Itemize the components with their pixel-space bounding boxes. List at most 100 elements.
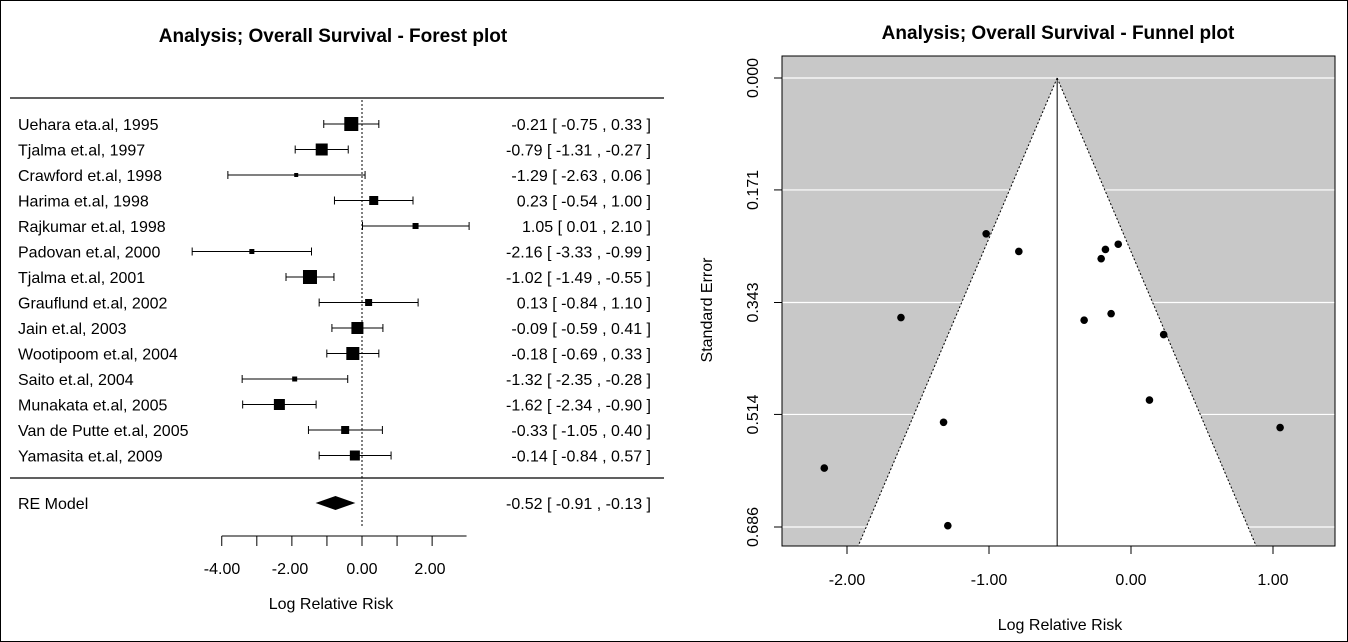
forest-point-estimate [273, 399, 285, 410]
forest-study-label: Harima et.al, 1998 [18, 194, 149, 211]
funnel-point [1107, 309, 1115, 318]
forest-study-label: Rajkumar et.al, 1998 [18, 219, 166, 236]
forest-point-estimate [346, 347, 360, 360]
forest-point-estimate [302, 270, 317, 284]
forest-plot: Analysis; Overall Survival - Forest plot… [10, 26, 664, 613]
forest-row: Uehara eta.al, 1995 -0.21 [ -0.75 , 0.33 … [18, 117, 651, 134]
forest-study-label: Jain et.al, 2003 [18, 321, 127, 338]
forest-row: Van de Putte et.al, 2005 -0.33 [ -1.05 , … [18, 423, 651, 440]
forest-title: Analysis; Overall Survival - Forest plot [159, 26, 508, 47]
funnel-point [1145, 396, 1154, 404]
forest-row: Saito et.al, 2004 -1.32 [ -2.35 , -0.28 ] [18, 372, 651, 389]
funnel-point [820, 464, 829, 472]
forest-x-label: Log Relative Risk [269, 596, 395, 613]
funnel-point [1114, 240, 1123, 249]
funnel-y-tick-label: 0.343 [745, 282, 762, 322]
forest-point-estimate [351, 322, 364, 334]
forest-point-estimate [349, 450, 360, 461]
forest-point-estimate [365, 299, 373, 306]
forest-rows: Uehara eta.al, 1995 -0.21 [ -0.75 , 0.33 … [18, 100, 651, 528]
forest-point-estimate [412, 223, 419, 229]
forest-estimate-text: -2.16 [ -3.33 , -0.99 ] [506, 245, 651, 262]
forest-point-estimate [292, 376, 298, 382]
funnel-point [897, 313, 905, 322]
forest-estimate-text: 0.13 [ -0.84 , 1.10 ] [517, 296, 651, 313]
funnel-x-tick-label: 1.00 [1257, 572, 1288, 589]
funnel-left-edge [857, 77, 1058, 547]
forest-tick-label: -4.00 [204, 561, 241, 578]
forest-summary-text: -0.52 [ -0.91 , -0.13 ] [506, 496, 651, 513]
forest-study-label: Padovan et.al, 2000 [18, 245, 160, 262]
forest-estimate-text: 1.05 [ 0.01 , 2.10 ] [522, 219, 651, 236]
funnel-x-tick-label: -2.00 [829, 572, 866, 589]
funnel-plot: Analysis; Overall Survival - Funnel plot… [699, 23, 1336, 634]
forest-row: Harima et.al, 1998 0.23 [ -0.54 , 1.00 ] [18, 194, 651, 211]
funnel-y-tick-label: 0.514 [745, 394, 762, 434]
forest-point-estimate [249, 249, 255, 254]
forest-study-label: Tjalma et.al, 1997 [18, 143, 145, 160]
funnel-y-tick-label: 0.686 [745, 507, 762, 547]
funnel-point [1097, 254, 1105, 263]
funnel-right-edge [1056, 77, 1257, 547]
forest-estimate-text: -1.02 [ -1.49 , -0.55 ] [506, 270, 651, 287]
forest-estimate-text: -0.33 [ -1.05 , 0.40 ] [511, 423, 651, 440]
funnel-y-tick-label: 0.000 [745, 58, 762, 98]
forest-point-estimate [341, 426, 350, 434]
forest-study-label: Van de Putte et.al, 2005 [18, 423, 189, 440]
forest-study-label: Munakata et.al, 2005 [18, 398, 168, 415]
funnel-plot-area: -2.00 -1.00 0.00 1.00 0.000 0.171 0.343 0.514 0.… [745, 55, 1336, 589]
forest-row: Tjalma et.al, 2001 -1.02 [ -1.49 , -0.55 … [18, 270, 651, 287]
funnel-title: Analysis; Overall Survival - Funnel plot [882, 23, 1235, 44]
forest-study-label: Crawford et.al, 1998 [18, 168, 162, 185]
funnel-x-tick-label: -1.00 [971, 572, 1008, 589]
forest-estimate-text: -1.32 [ -2.35 , -0.28 ] [506, 372, 651, 389]
forest-study-label: Yamasita et.al, 2009 [18, 449, 163, 466]
funnel-point [1080, 316, 1088, 324]
forest-point-estimate [294, 173, 299, 177]
funnel-y-label: Standard Error [699, 257, 716, 363]
forest-estimate-text: -1.29 [ -2.63 , 0.06 ] [511, 168, 651, 185]
forest-row: Yamasita et.al, 2009 -0.14 [ -0.84 , 0.57… [18, 449, 651, 466]
forest-study-label: Uehara eta.al, 1995 [18, 117, 159, 134]
forest-row: Rajkumar et.al, 1998 1.05 [ 0.01 , 2.10 ] [18, 219, 651, 236]
forest-estimate-text: -1.62 [ -2.34 , -0.90 ] [506, 398, 651, 415]
forest-x-axis: -4.00 -2.00 0.00 2.00 [204, 535, 467, 578]
forest-estimate-text: -0.09 [ -0.59 , 0.41 ] [511, 321, 651, 338]
forest-row: Crawford et.al, 1998 -1.29 [ -2.63 , 0.06… [18, 168, 651, 185]
forest-study-label: Wootipoom et.al, 2004 [18, 347, 178, 364]
funnel-point [944, 521, 952, 530]
forest-estimate-text: 0.23 [ -0.54 , 1.00 ] [517, 194, 651, 211]
forest-row: Jain et.al, 2003 -0.09 [ -0.59 , 0.41 ] [18, 321, 651, 338]
forest-estimate-text: -0.14 [ -0.84 , 0.57 ] [511, 449, 651, 466]
forest-tick-label: -2.00 [272, 561, 309, 578]
forest-estimate-text: -0.79 [ -1.31 , -0.27 ] [506, 143, 651, 160]
forest-tick-label: 0.00 [346, 561, 377, 578]
forest-study-label: Grauflund et.al, 2002 [18, 296, 168, 313]
funnel-point [1159, 330, 1168, 339]
funnel-point [982, 229, 990, 238]
forest-point-estimate [369, 196, 379, 205]
funnel-plot-border [781, 55, 1336, 547]
forest-summary-label: RE Model [18, 496, 88, 513]
forest-summary-row: RE Model -0.52 [ -0.91 , -0.13 ] [18, 496, 651, 513]
forest-point-estimate [315, 143, 328, 156]
funnel-x-label: Log Relative Risk [998, 617, 1124, 634]
forest-row: Munakata et.al, 2005 -1.62 [ -2.34 , -0.9… [18, 398, 651, 415]
funnel-point [939, 418, 948, 427]
funnel-point [1101, 245, 1110, 254]
forest-row: Wootipoom et.al, 2004 -0.18 [ -0.69 , 0.3… [18, 347, 651, 364]
forest-study-label: Tjalma et.al, 2001 [18, 270, 145, 287]
forest-estimate-text: -0.21 [ -0.75 , 0.33 ] [511, 117, 651, 134]
funnel-point [1015, 247, 1023, 256]
funnel-point [1276, 423, 1284, 432]
forest-row: Padovan et.al, 2000 -2.16 [ -3.33 , -0.99… [18, 245, 651, 262]
forest-estimate-text: -0.18 [ -0.69 , 0.33 ] [511, 347, 651, 364]
forest-study-label: Saito et.al, 2004 [18, 372, 134, 389]
funnel-x-tick-label: 0.00 [1115, 572, 1146, 589]
funnel-y-tick-label: 0.171 [745, 170, 762, 210]
forest-summary-diamond [315, 496, 356, 510]
forest-row: Grauflund et.al, 2002 0.13 [ -0.84 , 1.10… [18, 296, 651, 313]
forest-point-estimate [344, 117, 359, 131]
